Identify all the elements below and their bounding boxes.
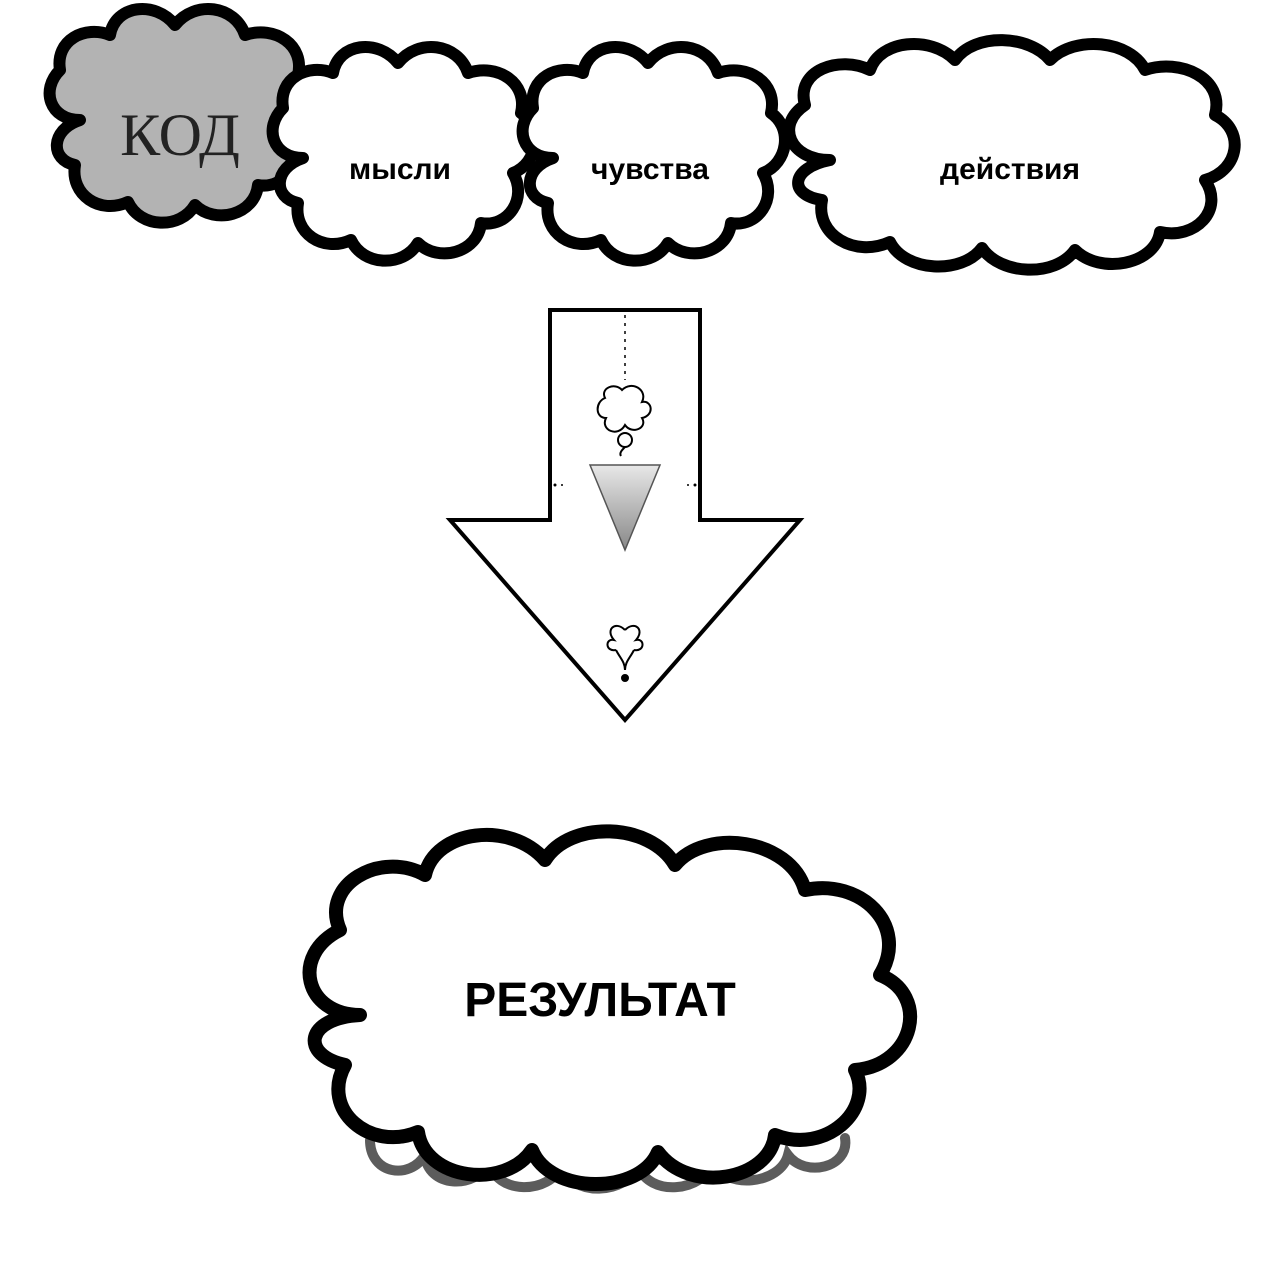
cloud-code-label: КОД — [120, 101, 240, 170]
cloud-actions: действия — [750, 20, 1270, 320]
cloud-result: РЕЗУЛЬТАТ — [250, 780, 950, 1260]
cloud-feelings-label: чувства — [591, 153, 709, 187]
cloud-actions-label: действия — [940, 153, 1080, 187]
cloud-thoughts-label: мысли — [349, 153, 451, 187]
flow-arrow — [400, 290, 850, 740]
cloud-result-label: РЕЗУЛЬТАТ — [464, 973, 736, 1028]
